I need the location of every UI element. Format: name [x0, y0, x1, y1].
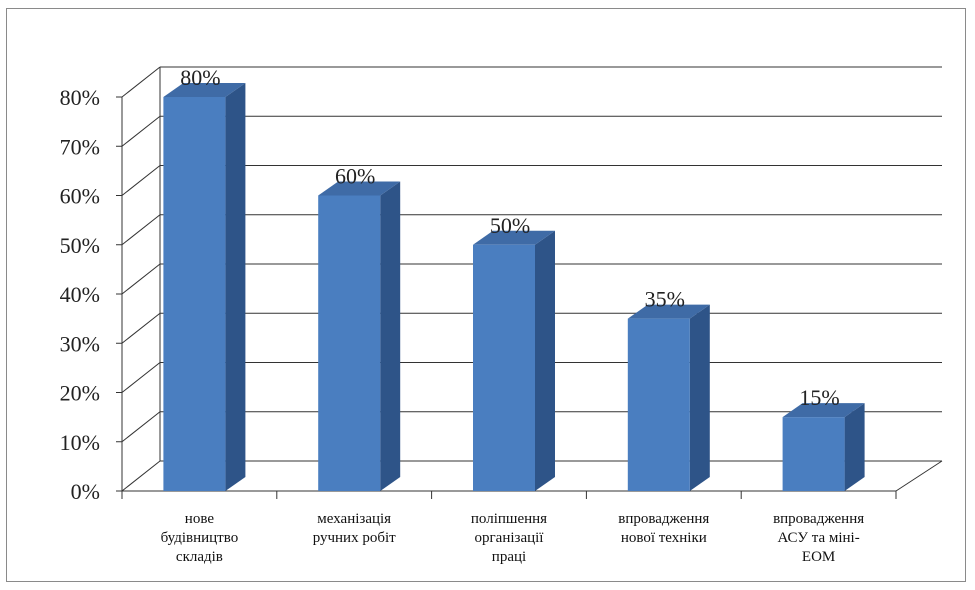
bar: [627, 304, 710, 491]
x-category-label: поліпшення організації праці: [471, 511, 547, 565]
grid-connector: [121, 411, 161, 443]
x-category-label-line: організації: [475, 530, 545, 546]
bar-side: [535, 230, 555, 491]
y-tick-label: 80%: [60, 85, 100, 110]
chart-frame: 0% 10% 20% 30% 40% 50% 60% 70% 80% 80% нове будівни…: [6, 8, 966, 582]
x-category-label-line: механізація: [317, 511, 391, 527]
bar: [782, 403, 865, 491]
data-label: 80%: [180, 65, 220, 90]
bar-front: [782, 417, 845, 491]
x-category-label-line: нової техніки: [621, 530, 707, 546]
bar-side: [844, 403, 865, 491]
x-category-label-line: впровадження: [618, 511, 709, 527]
bar-front: [318, 195, 381, 491]
bar-front: [473, 244, 535, 491]
label-layer: 0% 10% 20% 30% 40% 50% 60% 70% 80% 80% нове будівни…: [60, 65, 865, 565]
x-category-label: механізація ручних робіт: [313, 511, 396, 546]
bar-top: [318, 181, 401, 196]
x-category-label-line: ЕОМ: [802, 549, 835, 565]
bar: [318, 181, 401, 491]
x-category-label-line: АСУ та міні-: [777, 530, 859, 546]
x-category-label-line: ручних робіт: [313, 530, 396, 546]
grid-connector: [121, 312, 161, 344]
bar-top: [627, 304, 710, 319]
x-category-label-line: поліпшення: [471, 511, 547, 527]
x-category-label-line: будівництво: [161, 530, 239, 546]
grid-connector: [121, 263, 161, 295]
grid-connector: [121, 165, 161, 196]
y-tick-label: 50%: [60, 233, 100, 258]
grid-connector: [121, 66, 161, 98]
bar-side: [225, 83, 246, 491]
bar-side: [689, 304, 710, 491]
x-category-label-line: складів: [176, 549, 223, 565]
data-label: 15%: [799, 385, 839, 410]
y-tick-label: 70%: [60, 134, 100, 159]
bar-front: [163, 97, 226, 491]
data-label: 35%: [645, 287, 685, 312]
floor-right-edge: [895, 460, 943, 492]
x-category-label: нове будівництво складів: [161, 511, 239, 565]
bar-top: [782, 403, 865, 418]
y-tick-label: 20%: [60, 381, 100, 406]
bar-side: [380, 181, 401, 491]
y-tick-label: 60%: [60, 184, 100, 209]
bar: [473, 230, 555, 491]
y-tick-label: 40%: [60, 282, 100, 307]
bar-layer: [163, 83, 865, 491]
bar: [163, 83, 246, 491]
bar-top: [473, 230, 555, 245]
data-label: 50%: [490, 213, 530, 238]
x-category-label-line: нове: [185, 511, 215, 527]
y-tick-label: 10%: [60, 430, 100, 455]
grid-connector: [121, 214, 161, 246]
x-category-label-line: праці: [492, 549, 526, 565]
x-category-label: впровадження АСУ та міні- ЕОМ: [773, 511, 864, 565]
bar-top: [163, 83, 246, 97]
x-category-label-line: впровадження: [773, 511, 864, 527]
y-tick-label: 30%: [60, 331, 100, 356]
grid-connector: [121, 460, 161, 492]
grid-connector: [121, 362, 161, 393]
y-tick-label: 0%: [71, 479, 100, 504]
data-label: 60%: [335, 164, 375, 189]
bar-front: [627, 318, 690, 491]
grid-connector: [121, 115, 161, 147]
x-category-label: впровадження нової техніки: [618, 511, 709, 546]
bar-chart: 0% 10% 20% 30% 40% 50% 60% 70% 80% 80% нове будівни…: [60, 65, 943, 565]
